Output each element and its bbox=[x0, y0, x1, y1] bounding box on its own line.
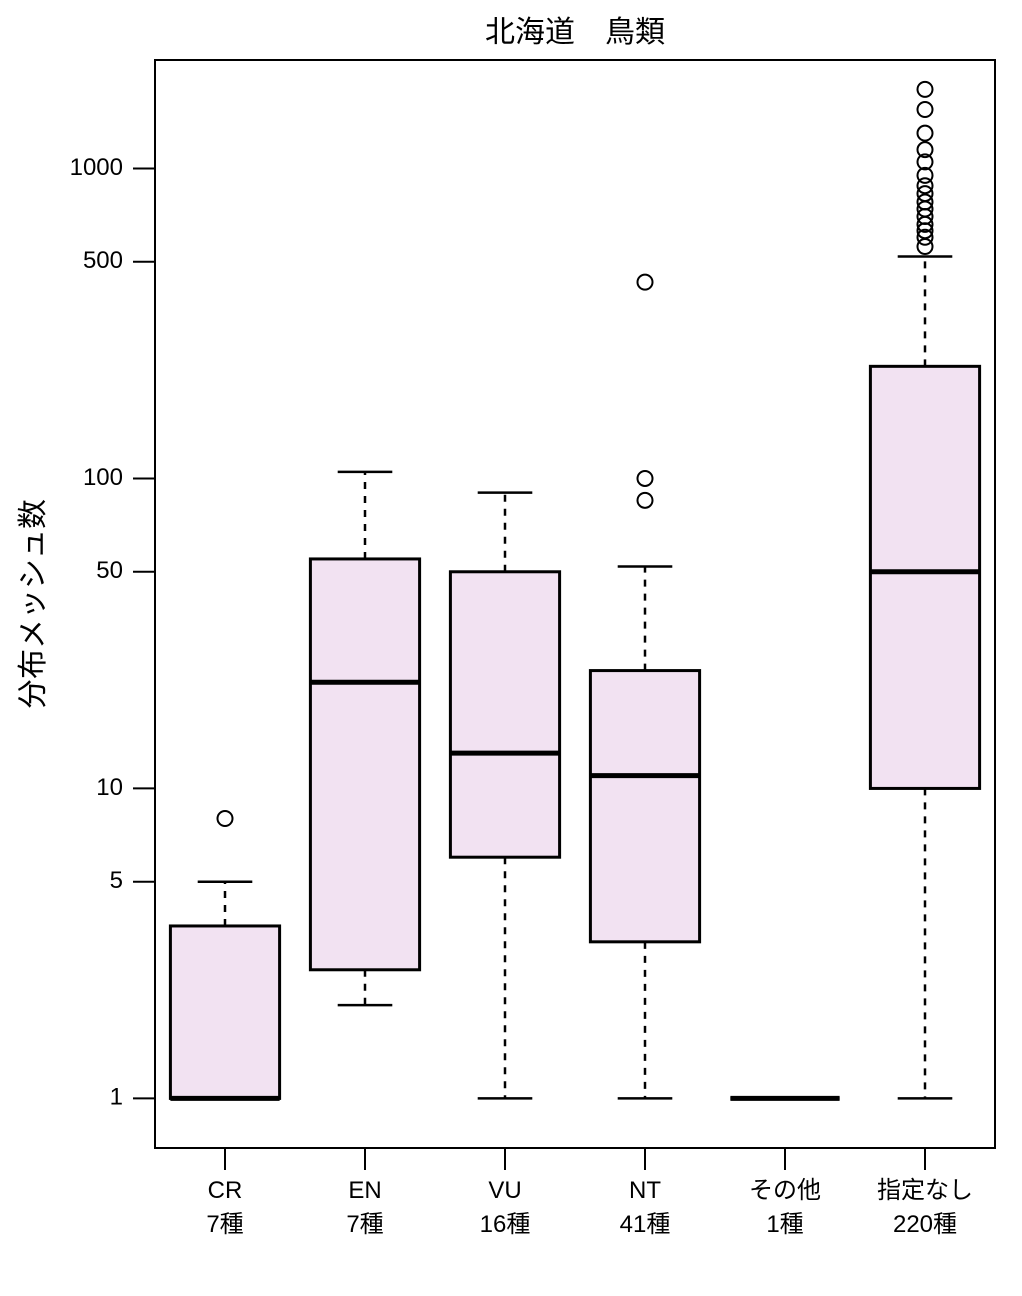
box bbox=[170, 926, 279, 1098]
x-category-label: 指定なし bbox=[877, 1177, 973, 1204]
x-category-label: NT bbox=[629, 1177, 661, 1204]
boxplot-chart: 1 5 10 50 100 500 1000 分布メッシュ数 CR 7種 EN 7種 VU 16種 NT 41… bbox=[0, 0, 1022, 1296]
y-tick-label: 1000 bbox=[70, 154, 123, 181]
box bbox=[590, 671, 699, 942]
y-tick-label: 1 bbox=[110, 1084, 123, 1111]
x-category-label: EN bbox=[348, 1177, 381, 1204]
box bbox=[450, 572, 559, 857]
x-category-sublabel: 220種 bbox=[893, 1211, 957, 1238]
x-category-sublabel: 41種 bbox=[620, 1211, 671, 1238]
y-tick-label: 10 bbox=[96, 774, 123, 801]
x-category-label: その他 bbox=[749, 1177, 821, 1204]
y-tick-label: 50 bbox=[96, 557, 123, 584]
x-category-sublabel: 1種 bbox=[766, 1211, 803, 1238]
x-category-label: VU bbox=[488, 1177, 521, 1204]
x-category-label: CR bbox=[208, 1177, 243, 1204]
chart-title: 北海道 鳥類 bbox=[485, 16, 665, 49]
box bbox=[870, 366, 979, 788]
x-category-sublabel: 7種 bbox=[346, 1211, 383, 1238]
box bbox=[310, 559, 419, 970]
y-axis-title: 分布メッシュ数 bbox=[17, 499, 50, 709]
y-tick-label: 100 bbox=[83, 464, 123, 491]
x-category-sublabel: 7種 bbox=[206, 1211, 243, 1238]
y-tick-label: 500 bbox=[83, 247, 123, 274]
x-category-sublabel: 16種 bbox=[480, 1211, 531, 1238]
y-tick-label: 5 bbox=[110, 867, 123, 894]
